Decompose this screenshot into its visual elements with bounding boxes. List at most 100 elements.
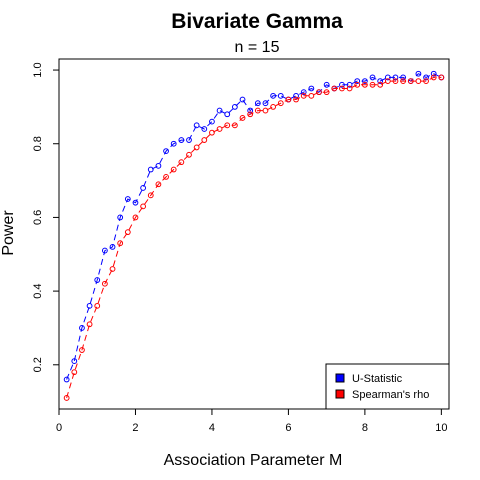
series-line [66,76,442,399]
data-point [254,100,261,107]
data-point [300,92,307,99]
x-axis: 0 2 4 6 8 10 [56,409,447,434]
data-point [293,92,299,99]
chart-title: Bivariate Gamma [171,10,343,33]
data-point [101,247,108,254]
y-tick-label: 0.6 [32,210,44,225]
x-tick-label: 0 [56,422,62,434]
data-point [94,277,101,283]
legend-swatch [335,389,345,399]
plot-frame [58,58,450,410]
x-axis-label: Association Parameter M [164,452,343,469]
data-point [270,103,277,110]
data-point [140,185,147,191]
chart-subtitle: n = 15 [235,39,280,56]
data-point [377,81,384,88]
data-point [209,118,215,125]
data-point [63,376,70,383]
data-point [300,89,307,96]
data-point [63,395,70,401]
data-point [377,78,384,85]
data-point [361,81,368,88]
data-point [354,78,361,85]
data-point [163,173,169,180]
x-tick-label: 10 [435,422,447,434]
data-point [86,321,93,328]
data-point [400,74,407,81]
data-point [339,81,345,88]
data-point [224,122,231,129]
data-point [147,192,154,199]
y-tick-label: 0.4 [32,283,44,298]
data-point [285,96,292,103]
x-tick-label: 2 [132,422,138,434]
data-point [361,78,368,85]
series-line [66,73,442,380]
data-point [308,85,315,92]
data-point [186,151,192,158]
data-point [308,92,315,99]
data-point [323,89,330,96]
data-point [423,74,429,81]
data-point [415,70,422,77]
data-point [369,81,376,88]
series-u-statistic [63,70,445,383]
data-point [155,181,162,188]
data-point [407,78,414,85]
data-point [79,347,85,353]
data-point [231,103,238,110]
data-point [277,92,284,99]
data-point [79,325,85,331]
data-point [262,100,269,107]
data-point [201,137,208,143]
data-point [438,74,445,81]
data-point [270,92,277,99]
data-point [423,78,429,85]
x-tick-label: 4 [209,422,215,434]
data-point [400,78,407,85]
data-point [316,89,322,96]
data-point [71,358,78,365]
data-point [117,240,124,247]
data-point [277,100,284,107]
data-point [430,74,437,81]
data-point [216,126,223,132]
data-point [209,129,215,136]
data-point [132,214,139,221]
data-point [354,81,361,88]
data-point [415,78,422,85]
data-point [178,159,185,166]
data-point [346,81,353,88]
data-point [262,107,269,114]
data-point [224,111,231,118]
y-tick-label: 0.8 [32,136,44,151]
x-tick-label: 8 [362,422,368,434]
data-point [163,148,169,155]
data-point [109,243,116,250]
data-point [124,229,131,236]
data-point [247,107,254,114]
data-point [132,199,139,206]
data-point [193,144,200,151]
legend-label: U-Statistic [352,373,403,385]
data-point [392,78,399,85]
data-point [117,214,124,221]
series-spearmans-rho [63,74,445,401]
data-point [101,280,108,287]
data-point [71,369,78,376]
data-point [247,111,254,118]
y-tick-label: 1.0 [32,62,44,77]
data-point [155,162,162,169]
legend-swatch [335,373,345,383]
data-point [109,266,116,272]
data-point [216,107,223,114]
data-point [384,74,391,81]
data-point [124,196,131,202]
data-point [331,85,338,92]
data-point [178,137,185,143]
data-point [384,78,391,85]
legend-box [325,363,450,410]
data-point [392,74,399,81]
x-tick-label: 6 [285,422,291,434]
